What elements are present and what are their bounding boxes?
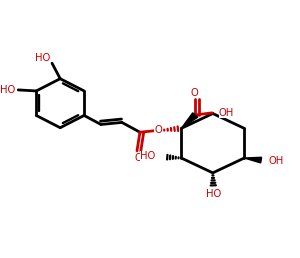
Text: HO: HO: [35, 53, 50, 63]
Text: O: O: [191, 88, 199, 98]
Text: OH: OH: [268, 156, 283, 166]
Text: O: O: [134, 152, 142, 163]
Text: O: O: [154, 125, 162, 135]
Text: HO: HO: [0, 85, 15, 95]
Polygon shape: [244, 157, 262, 163]
Text: OH: OH: [218, 108, 234, 118]
Text: HO: HO: [140, 151, 155, 162]
Polygon shape: [181, 113, 198, 128]
Text: HO: HO: [206, 189, 221, 199]
